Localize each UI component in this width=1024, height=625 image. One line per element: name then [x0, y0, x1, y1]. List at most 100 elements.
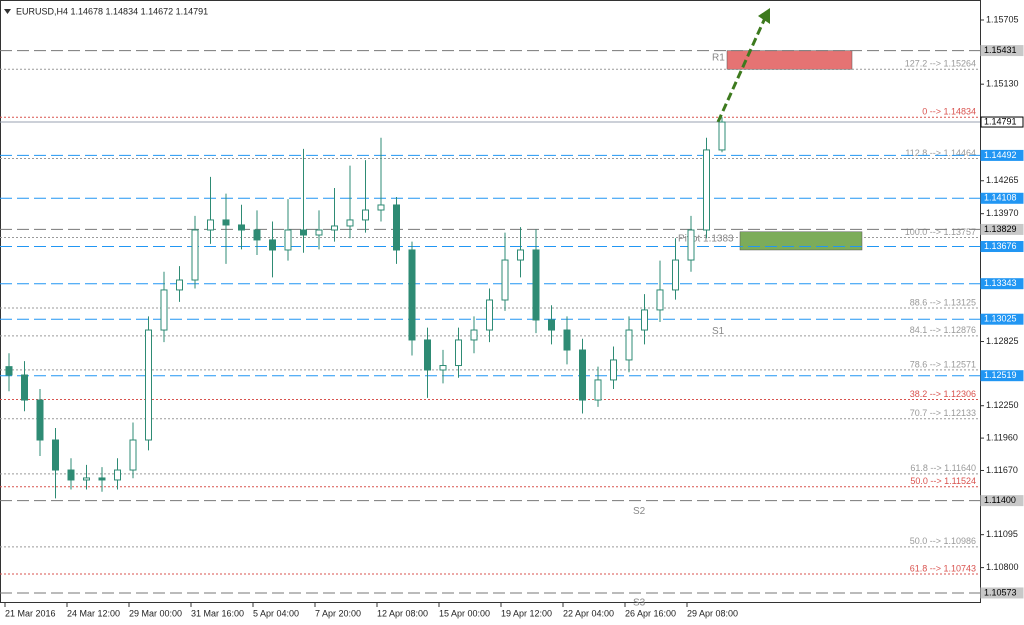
- level-label: S1: [712, 326, 725, 337]
- candle-body: [641, 309, 648, 331]
- x-tick-label: 7 Apr 20:00: [315, 608, 361, 618]
- candle-body: [160, 289, 168, 331]
- candle-body: [486, 299, 493, 331]
- candle-body: [222, 219, 230, 226]
- level-value: 1.14492: [984, 150, 1017, 160]
- layer: 1.15705 1.15130 1.14265 1.13970 1.12825 1.122…: [0, 14, 1019, 609]
- level-box: [980, 278, 1024, 290]
- fib-label: 61.8 --> 1.10743: [910, 563, 976, 573]
- candle-body: [300, 229, 307, 236]
- level-label: R1: [712, 53, 725, 64]
- level-box: [980, 116, 1024, 128]
- level-box: [980, 149, 1024, 161]
- fib-label: 84.1 --> 1.12876: [910, 325, 976, 335]
- candle-body: [393, 204, 400, 251]
- x-tick-label: 26 Apr 16:00: [625, 608, 676, 618]
- candle-body: [238, 224, 245, 231]
- candle-body: [579, 349, 586, 401]
- x-tick-label: 22 Apr 04:00: [563, 608, 614, 618]
- fib-label: 50.0 --> 1.10986: [910, 536, 976, 546]
- candle-body: [672, 259, 679, 291]
- candle-body: [656, 289, 664, 311]
- level-label: Pivot 1.1383: [678, 233, 734, 244]
- candle-body: [52, 439, 59, 471]
- candle-body: [253, 229, 261, 241]
- y-tick-label: 1.13970: [986, 208, 1019, 218]
- candle-body: [145, 329, 152, 441]
- level-value: 1.12519: [984, 370, 1017, 380]
- fib-label: 38.2 --> 1.12306: [910, 389, 976, 399]
- candle-body: [176, 279, 183, 291]
- candle-body: [439, 365, 447, 371]
- candle-body: [424, 339, 431, 371]
- fib-label: 61.8 --> 1.11640: [910, 463, 976, 473]
- y-tick-label: 1.10800: [986, 562, 1019, 572]
- candle-body: [315, 229, 323, 236]
- candle-body: [517, 249, 524, 261]
- candle-body: [129, 439, 137, 471]
- fib-label: 88.6 --> 1.13125: [910, 297, 976, 307]
- level-value: 1.14108: [984, 193, 1017, 203]
- x-tick-label: 29 Mar 00:00: [129, 608, 182, 618]
- y-tick-label: 1.12250: [986, 400, 1019, 410]
- candle-body: [532, 249, 540, 321]
- candle-body: [98, 477, 106, 481]
- candle-body: [83, 477, 90, 481]
- candle-body: [5, 366, 13, 376]
- x-tick-label: 29 Apr 08:00: [687, 608, 738, 618]
- x-tick-label: 5 Apr 04:00: [253, 608, 299, 618]
- candle-body: [331, 225, 338, 231]
- candle-body: [284, 229, 292, 251]
- level-box: [980, 223, 1024, 235]
- candle-body: [563, 329, 571, 351]
- y-tick-label: 1.11670: [986, 465, 1018, 475]
- fib-label: 112.8 --> 1.14464: [905, 148, 976, 158]
- level-box: [980, 241, 1024, 253]
- candle-body: [21, 374, 28, 401]
- x-tick-label: 21 Mar 2016: [5, 608, 56, 618]
- projection-arrow: [716, 17, 767, 123]
- level-box: [980, 192, 1024, 204]
- candle-body: [269, 239, 276, 251]
- chart-title: EURUSD,H4 1.14678 1.14834 1.14672 1.1479…: [16, 6, 208, 16]
- candle-body: [207, 219, 214, 231]
- fib-label: 70.7 --> 1.12133: [910, 408, 976, 418]
- fib-label: 50.0 --> 1.11524: [910, 476, 976, 486]
- candle-body: [687, 229, 695, 261]
- x-tick-label: 24 Mar 12:00: [67, 608, 120, 618]
- x-tick-label: 31 Mar 16:00: [191, 608, 244, 618]
- level-box: [980, 313, 1024, 325]
- x-tick-label: 15 Apr 00:00: [439, 608, 490, 618]
- level-value: 1.10573: [984, 587, 1017, 597]
- y-tick-label: 1.12825: [986, 336, 1019, 346]
- level-value: 1.14791: [984, 116, 1017, 126]
- y-tick-label: 1.11095: [986, 529, 1018, 539]
- level-label: S3: [633, 598, 646, 609]
- fib-label: 100.0 --> 1.13757: [905, 227, 976, 237]
- candle-body: [408, 249, 416, 341]
- candle-body: [470, 329, 478, 341]
- candle-body: [377, 204, 385, 211]
- candle-body: [346, 219, 354, 227]
- candle-body: [455, 339, 462, 367]
- level-value: 1.15431: [984, 45, 1017, 55]
- candle-body: [718, 121, 726, 151]
- arrow-head: [758, 8, 770, 24]
- level-box: [980, 495, 1024, 507]
- candle-body: [36, 399, 44, 441]
- y-tick-label: 1.15705: [986, 14, 1019, 24]
- y-tick-label: 1.14265: [986, 175, 1019, 185]
- candle-body: [703, 149, 710, 231]
- candle-body: [610, 359, 617, 381]
- level-value: 1.13676: [984, 241, 1017, 251]
- candle-body: [114, 469, 121, 481]
- level-value: 1.13829: [984, 224, 1017, 234]
- level-value: 1.13025: [984, 314, 1017, 324]
- level-value: 1.11400: [984, 495, 1016, 505]
- candle-body: [362, 209, 369, 221]
- fib-label: 0 --> 1.14834: [922, 107, 976, 117]
- level-value: 1.13343: [984, 278, 1017, 288]
- level-box: [980, 587, 1024, 599]
